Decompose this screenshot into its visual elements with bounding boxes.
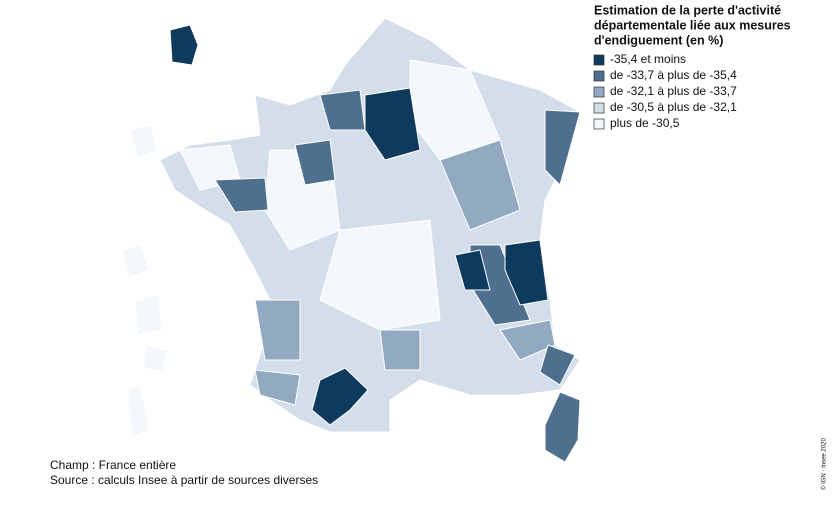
department <box>254 369 301 406</box>
legend-swatch <box>593 118 605 130</box>
department <box>544 109 581 186</box>
legend-label: plus de -30,5 <box>610 116 680 130</box>
department <box>439 139 521 231</box>
legend-swatch <box>593 54 605 66</box>
department <box>379 329 421 371</box>
department <box>454 249 491 291</box>
legend-label: de -30,5 à plus de -32,1 <box>610 100 737 114</box>
overseas <box>134 294 163 336</box>
legend-swatch <box>593 86 605 98</box>
legend-title: Estimation de la perte d'activité <box>594 3 781 17</box>
department <box>499 319 556 361</box>
note-source: Source : calculs Insee à partir de sourc… <box>50 473 318 487</box>
department <box>214 177 269 213</box>
overseas <box>129 124 159 159</box>
legend-title: d'endiguement (en %) <box>594 33 723 47</box>
legend-label: de -33,7 à plus de -35,4 <box>610 68 737 82</box>
overseas <box>143 344 169 373</box>
legend: Estimation de la perte d'activitédéparte… <box>593 3 791 130</box>
legend-label: -35,4 et moins <box>610 52 686 66</box>
paris-inset <box>169 24 199 66</box>
department <box>294 139 336 186</box>
legend-swatch <box>593 70 605 82</box>
france-outline <box>159 17 581 433</box>
note-champ: Champ : France entière <box>50 458 176 472</box>
department <box>319 219 441 331</box>
overseas <box>121 244 151 279</box>
france-map <box>121 17 581 463</box>
overseas <box>127 384 151 439</box>
department <box>311 367 369 426</box>
department <box>254 299 301 361</box>
legend-label: de -32,1 à plus de -33,7 <box>610 84 737 98</box>
department <box>364 87 421 161</box>
department <box>539 344 576 386</box>
department <box>504 239 549 306</box>
legend-swatch <box>593 102 605 114</box>
corsica <box>544 391 581 463</box>
legend-title: départementale liée aux mesures <box>594 18 791 32</box>
copyright: © IGN · Insee 2020 <box>821 438 828 490</box>
